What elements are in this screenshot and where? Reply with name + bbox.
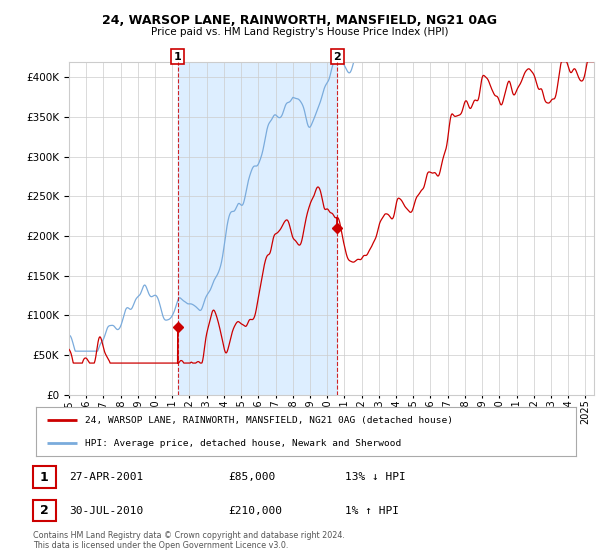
Text: 2: 2 [334,52,341,62]
Text: £210,000: £210,000 [228,506,282,516]
Text: 2: 2 [40,504,49,517]
Text: 30-JUL-2010: 30-JUL-2010 [69,506,143,516]
Text: 1: 1 [174,52,182,62]
Text: Price paid vs. HM Land Registry's House Price Index (HPI): Price paid vs. HM Land Registry's House … [151,27,449,37]
Text: 24, WARSOP LANE, RAINWORTH, MANSFIELD, NG21 0AG (detached house): 24, WARSOP LANE, RAINWORTH, MANSFIELD, N… [85,416,452,425]
Text: £85,000: £85,000 [228,472,275,482]
Text: 24, WARSOP LANE, RAINWORTH, MANSFIELD, NG21 0AG: 24, WARSOP LANE, RAINWORTH, MANSFIELD, N… [103,14,497,27]
Text: 1% ↑ HPI: 1% ↑ HPI [345,506,399,516]
Text: 13% ↓ HPI: 13% ↓ HPI [345,472,406,482]
Bar [178,62,337,395]
Text: Contains HM Land Registry data © Crown copyright and database right 2024.
This d: Contains HM Land Registry data © Crown c… [33,531,345,550]
Text: HPI: Average price, detached house, Newark and Sherwood: HPI: Average price, detached house, Newa… [85,438,401,447]
Text: 1: 1 [40,470,49,484]
Text: 27-APR-2001: 27-APR-2001 [69,472,143,482]
